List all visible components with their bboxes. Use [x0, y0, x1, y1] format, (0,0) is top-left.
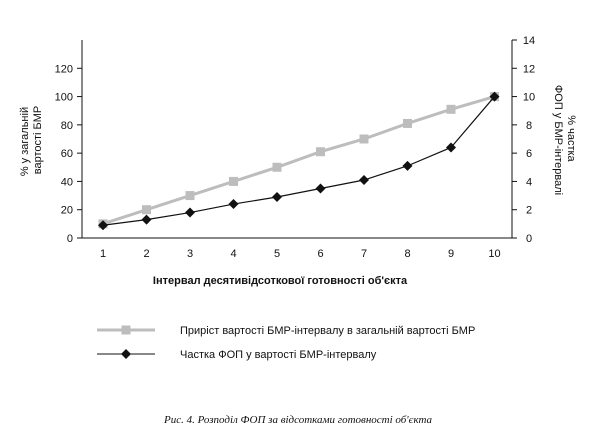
left-y-ticks: 0 20 40 60 80 100 120 [55, 63, 82, 245]
legend: Приріст вартості БМР-інтервалу в загальн… [97, 325, 475, 361]
x-tick-label: 10 [488, 248, 500, 260]
series-1-point [359, 134, 369, 144]
x-tick-label: 5 [274, 248, 280, 260]
series-2-point [359, 175, 369, 186]
legend-label-1: Приріст вартості БМР-інтервалу в загальн… [180, 325, 475, 337]
x-tick-label: 6 [317, 248, 323, 260]
right-tick-label: 0 [526, 233, 532, 245]
right-tick-label: 8 [526, 120, 532, 132]
series-1-point [446, 104, 456, 114]
x-tick-label: 1 [100, 248, 106, 260]
series-1-point [142, 205, 151, 215]
series-2-point [489, 91, 500, 102]
x-tick-label: 9 [448, 248, 454, 260]
right-tick-label: 4 [526, 176, 532, 188]
x-tick-label: 3 [187, 248, 193, 260]
left-tick-label: 20 [61, 205, 73, 217]
series-1-point [403, 118, 412, 128]
series-line-2 [102, 96, 495, 226]
left-tick-label: 80 [61, 120, 73, 132]
x-tick-label: 7 [361, 248, 367, 260]
right-tick-label: 6 [526, 148, 532, 160]
series-2-point [141, 214, 152, 225]
series-1-point [185, 191, 195, 201]
right-tick-label: 14 [523, 35, 535, 47]
series-2-point [98, 220, 108, 231]
legend-entry-1: Приріст вартості БМР-інтервалу в загальн… [97, 325, 475, 337]
x-tick-label: 8 [404, 248, 410, 260]
left-tick-label: 100 [55, 92, 73, 104]
legend-entry-2: Частка ФОП у вартості БМР-інтервалу [97, 349, 377, 361]
legend-marker-diamond [121, 349, 131, 359]
series-layer [98, 91, 500, 231]
legend-label-2: Частка ФОП у вартості БМР-інтервалу [180, 349, 377, 361]
left-tick-label: 40 [61, 176, 73, 188]
left-tick-label: 0 [67, 233, 73, 245]
series-2-point [228, 199, 239, 210]
series-2-point [402, 160, 413, 171]
right-tick-label: 12 [523, 63, 535, 75]
series-2-point [272, 191, 282, 202]
legend-marker-square [121, 325, 131, 335]
series-2-point [315, 183, 326, 194]
x-axis-title: Інтервал десятивідсоткової готовності об… [153, 275, 408, 287]
right-y-ticks: 0 2 4 6 8 10 12 14 [512, 35, 535, 245]
right-tick-label: 10 [523, 92, 535, 104]
right-tick-label: 2 [526, 205, 532, 217]
series-line-1 [102, 95, 495, 226]
figure-caption: Рис. 4. Розподіл ФОП за відсотками готов… [163, 414, 433, 426]
x-tick-label: 2 [143, 248, 149, 260]
left-tick-label: 60 [61, 148, 73, 160]
series-2-point [185, 207, 195, 218]
left-tick-label: 120 [55, 63, 73, 75]
x-tick-label: 4 [230, 248, 236, 260]
left-axis-title: % у загальній вартості БМР [19, 104, 44, 176]
series-1-point [229, 176, 238, 186]
right-axis-title: % частка ФОП у БМР-інтервалі [552, 85, 577, 195]
series-1-point [316, 147, 325, 157]
series-2-point [446, 142, 456, 153]
x-ticks: 1 2 3 4 5 6 7 8 9 10 [100, 248, 501, 260]
series-1-point [272, 162, 282, 172]
